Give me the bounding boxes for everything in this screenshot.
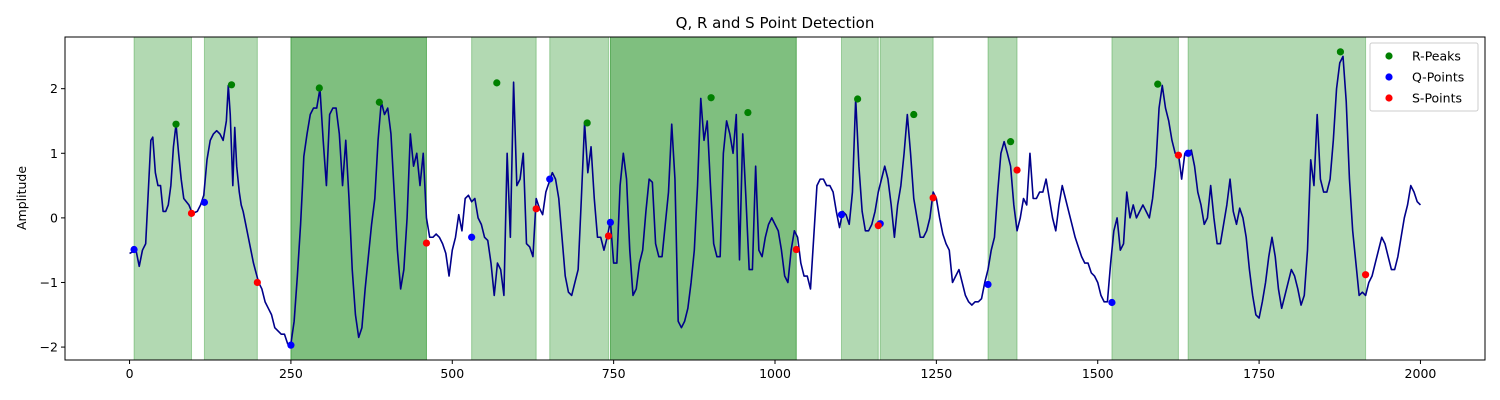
- legend-box: [1369, 42, 1479, 112]
- axes: 0 250 500 750 1000 1250 1500 1750 2000 −2 −1 0 1 2: [40, 36, 1486, 381]
- q-points-point: [984, 280, 992, 289]
- r-peaks-point: [854, 95, 862, 103]
- qrs-region-10: [1111, 36, 1179, 361]
- s-points-point: [1013, 166, 1021, 174]
- q-points-point: [837, 211, 846, 219]
- legend-marker-s-points: [1385, 94, 1393, 102]
- shaded-regions: [133, 36, 1367, 361]
- qrs-region-7: [840, 36, 879, 361]
- signal-line: [129, 55, 1422, 345]
- legend-label-r-peaks: R-Peaks: [1412, 49, 1461, 64]
- r-peaks-point: [583, 119, 591, 127]
- y-tick-label: 1: [50, 146, 58, 161]
- s-points-point: [929, 194, 937, 202]
- s-points-point: [874, 222, 882, 230]
- x-tick-label: 1500: [1082, 366, 1114, 381]
- s-points-point: [1174, 151, 1183, 159]
- chart-title: Q, R and S Point Detection: [676, 14, 875, 32]
- legend-label-s-points: S-Points: [1412, 91, 1462, 106]
- qrs-region-6: [609, 36, 797, 361]
- y-tick-label: −2: [40, 340, 58, 355]
- x-tick-label: 1000: [759, 366, 791, 381]
- y-tick-label: 2: [50, 81, 58, 96]
- q-points-point: [468, 233, 476, 241]
- r-peaks-point: [315, 84, 323, 92]
- markers: [130, 48, 1370, 349]
- x-tick-label: 2000: [1405, 366, 1437, 381]
- legend-marker-r-peaks: [1385, 52, 1393, 60]
- s-points-point: [604, 232, 613, 240]
- x-tick-label: 500: [440, 366, 464, 381]
- q-points-point: [1108, 298, 1116, 307]
- x-tick-label: 750: [602, 366, 626, 381]
- y-tick-label: 0: [50, 210, 58, 225]
- r-peaks-point: [375, 98, 383, 106]
- s-points-point: [532, 205, 540, 213]
- s-points-point: [187, 209, 196, 217]
- x-tick-label: 0: [126, 366, 134, 381]
- q-points-point: [130, 245, 138, 254]
- q-points-point: [606, 218, 615, 227]
- r-peaks-point: [1154, 80, 1162, 88]
- qrs-region-2: [203, 36, 258, 361]
- r-peaks-point: [493, 79, 501, 87]
- qrs-region-4: [471, 36, 537, 361]
- r-peaks-point: [227, 81, 236, 89]
- legend-marker-q-points: [1385, 73, 1393, 81]
- s-points-point: [1361, 271, 1370, 279]
- s-points-point: [422, 239, 431, 247]
- qrs-region-8: [879, 36, 934, 361]
- s-points-point: [792, 245, 800, 254]
- r-peaks-point: [1006, 138, 1015, 146]
- r-peaks-point: [744, 108, 752, 117]
- q-points-point: [546, 175, 554, 183]
- q-points-point: [287, 341, 295, 349]
- x-tick-label: 250: [279, 366, 303, 381]
- y-tick-label: −1: [40, 275, 58, 290]
- r-peaks-point: [1336, 48, 1345, 56]
- r-peaks-point: [172, 120, 180, 128]
- q-points-point: [1184, 149, 1192, 157]
- signal-line-group: [129, 55, 1422, 345]
- s-points-point: [253, 278, 261, 287]
- y-axis-label: Amplitude: [14, 166, 29, 230]
- qrs-region-1: [133, 36, 193, 361]
- legend: R-Peaks Q-Points S-Points: [1369, 42, 1479, 112]
- qrs-region-3: [290, 36, 427, 361]
- r-peaks-point: [707, 94, 715, 102]
- legend-label-q-points: Q-Points: [1412, 70, 1464, 85]
- qrs-region-11: [1187, 36, 1367, 361]
- x-tick-label: 1750: [1243, 366, 1275, 381]
- r-peaks-point: [910, 110, 918, 119]
- q-points-point: [200, 198, 209, 206]
- x-tick-label: 1250: [920, 366, 952, 381]
